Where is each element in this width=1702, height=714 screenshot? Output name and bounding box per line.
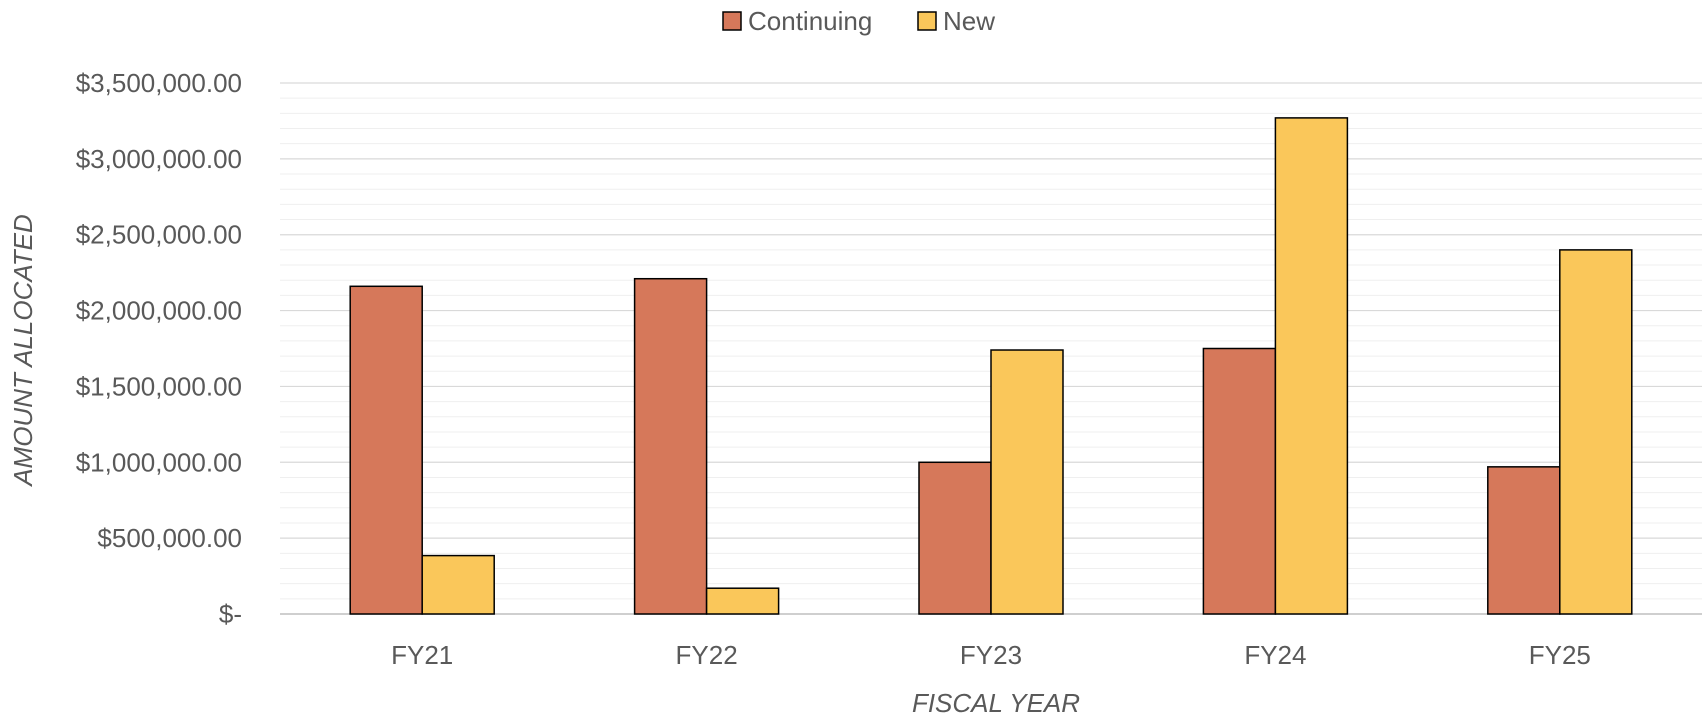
legend-swatch-new [917,11,937,31]
legend-label-continuing: Continuing [748,6,872,36]
bar-new-fy24 [1274,117,1349,615]
bar-continuing-fy23 [918,461,992,615]
legend-swatch-continuing [722,11,742,31]
y-tick-label: $- [219,599,242,629]
bar-new-fy21 [421,554,495,615]
y-tick-label: $2,500,000.00 [76,220,242,250]
x-axis-ticks: FY21 FY22 FY23 FY24 FY25 [391,640,1591,670]
bar-continuing-fy24 [1202,347,1277,615]
x-axis-title: FISCAL YEAR [912,688,1080,714]
bar-new-fy22 [705,587,780,615]
legend: Continuing New [722,6,995,36]
x-tick-label: FY21 [391,640,453,670]
y-axis-title: AMOUNT ALLOCATED [8,214,38,488]
y-tick-label: $2,000,000.00 [76,296,242,326]
bar-continuing-fy22 [633,277,708,615]
y-tick-label: $3,000,000.00 [76,144,242,174]
y-axis-ticks: $- $500,000.00 $1,000,000.00 $1,500,000.00 $… [76,68,242,629]
y-tick-label: $1,500,000.00 [76,371,242,401]
x-tick-label: FY22 [676,640,738,670]
bar-new-fy23 [990,349,1064,615]
bars [349,117,1633,615]
legend-label-new: New [943,6,995,36]
x-tick-label: FY23 [960,640,1022,670]
y-tick-label: $500,000.00 [97,523,242,553]
bar-continuing-fy21 [349,285,423,615]
bar-new-fy25 [1559,249,1633,615]
y-tick-label: $1,000,000.00 [76,447,242,477]
x-tick-label: FY25 [1529,640,1591,670]
bar-continuing-fy25 [1487,466,1561,615]
y-tick-label: $3,500,000.00 [76,68,242,98]
x-tick-label: FY24 [1244,640,1306,670]
